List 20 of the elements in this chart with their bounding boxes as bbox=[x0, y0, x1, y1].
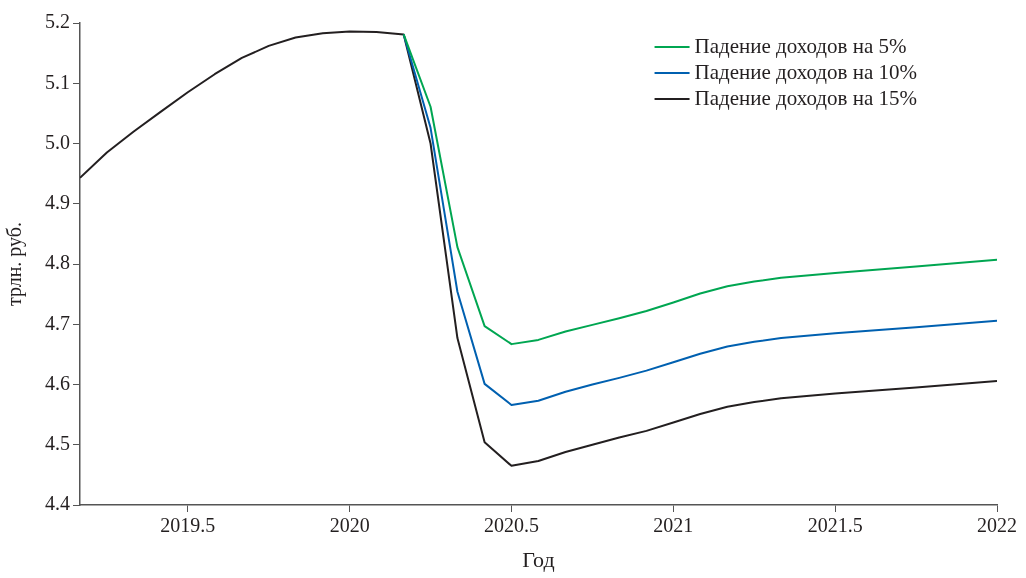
x-tick-label: 2020.5 bbox=[483, 514, 539, 537]
y-tick-label: 5.2 bbox=[45, 10, 70, 33]
y-tick-label: 4.5 bbox=[45, 432, 70, 454]
x-tick-label: 2019.5 bbox=[160, 514, 216, 537]
x-tick-label: 2020 bbox=[329, 514, 370, 537]
legend-label: Падение доходов на 15% bbox=[694, 85, 917, 110]
y-tick-label: 4.4 bbox=[45, 492, 70, 515]
legend-label: Падение доходов на 5% bbox=[694, 33, 907, 58]
x-tick-label: 2021 bbox=[653, 514, 694, 537]
y-tick-label: 4.6 bbox=[45, 371, 70, 394]
y-tick-label: 5.1 bbox=[45, 70, 70, 93]
x-axis-title: Год bbox=[522, 546, 555, 572]
y-tick-label: 5.0 bbox=[45, 130, 70, 153]
x-tick-label: 2021.5 bbox=[807, 514, 863, 537]
y-tick-label: 4.8 bbox=[45, 251, 70, 274]
y-axis-title: трлн. руб. bbox=[3, 221, 27, 307]
legend-label: Падение доходов на 10% bbox=[694, 59, 917, 84]
x-tick-label: 2022 bbox=[977, 514, 1017, 537]
y-tick-label: 4.7 bbox=[45, 311, 70, 334]
y-tick-label: 4.9 bbox=[45, 191, 70, 213]
